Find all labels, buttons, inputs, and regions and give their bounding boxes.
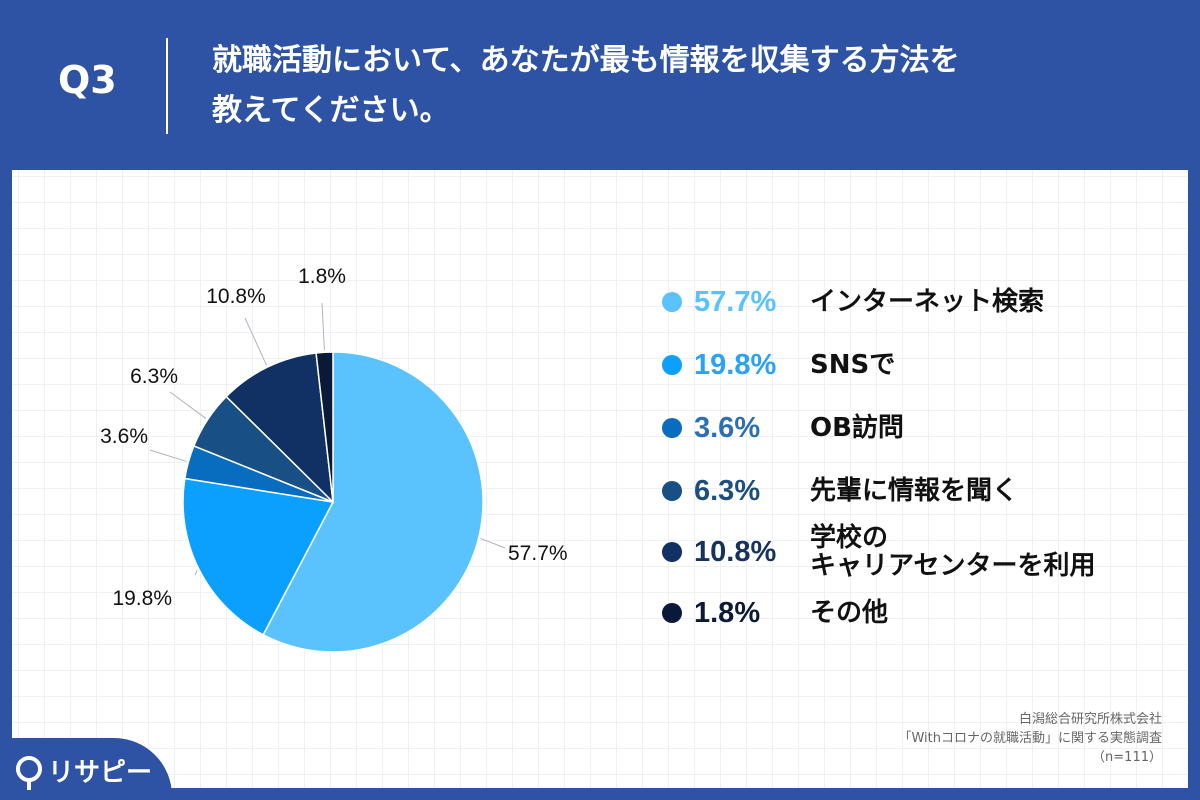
- pie-data-label: 57.7%: [508, 542, 568, 565]
- header-divider: [166, 38, 168, 134]
- legend-value: 19.8%: [694, 348, 777, 381]
- legend-swatch: [662, 355, 682, 375]
- leader-line: [480, 537, 506, 549]
- logo-text: リサピー: [48, 758, 153, 788]
- legend-item: 57.7% インターネット検索: [652, 270, 1152, 334]
- question-line-2: 教えてください。: [212, 93, 450, 128]
- legend-value: 3.6%: [694, 411, 761, 444]
- legend-value: 10.8%: [694, 535, 777, 568]
- header: Q3 就職活動において、あなたが最も情報を収集する方法を 教えてください。: [0, 0, 1200, 170]
- pie-slice: [225, 352, 334, 505]
- question-line-1: 就職活動において、あなたが最も情報を収集する方法を: [212, 43, 960, 78]
- legend-swatch: [662, 542, 682, 562]
- legend-item: 10.8% 学校の キャリアセンターを利用: [652, 520, 1152, 584]
- legend-value: 57.7%: [694, 285, 777, 318]
- legend-swatch: [662, 292, 682, 312]
- source-note: 白潟総合研究所株式会社 「Withコロナの就職活動」に関する実態調査 （n=11…: [662, 710, 1162, 767]
- legend-label: OB訪問: [810, 413, 904, 443]
- legend-label: その他: [810, 598, 889, 628]
- legend-swatch: [662, 603, 682, 623]
- pin-icon: [16, 756, 42, 790]
- legend-value: 1.8%: [694, 596, 761, 629]
- legend-item: 3.6% OB訪問: [652, 396, 1152, 460]
- legend-swatch: [662, 418, 682, 438]
- leader-line: [169, 391, 207, 419]
- sample-size: （n=111）: [1092, 750, 1162, 765]
- question-text: 就職活動において、あなたが最も情報を収集する方法を 教えてください。: [212, 36, 1162, 136]
- pie-data-label: 10.8%: [206, 285, 266, 308]
- legend-label: 先輩に情報を聞く: [810, 476, 1019, 506]
- legend-item: 19.8% SNSで: [652, 333, 1152, 397]
- legend-label: 学校の キャリアセンターを利用: [810, 523, 1096, 581]
- pie-data-label: 1.8%: [298, 265, 346, 288]
- source-survey: 「Withコロナの就職活動」に関する実態調査: [898, 731, 1162, 746]
- legend-item: 1.8% その他: [652, 581, 1152, 645]
- source-company: 白潟総合研究所株式会社: [1018, 712, 1162, 727]
- pie-slice: [182, 477, 335, 636]
- legend-swatch: [662, 481, 682, 501]
- legend-value: 6.3%: [694, 474, 761, 507]
- question-number: Q3: [58, 58, 117, 102]
- pie-data-label: 19.8%: [112, 587, 172, 610]
- leader-line: [244, 317, 268, 366]
- legend-label: SNSで: [810, 350, 896, 380]
- brand-logo: リサピー: [0, 738, 172, 800]
- leader-line: [194, 569, 198, 576]
- leader-line: [321, 302, 325, 351]
- pie-slice: [315, 351, 334, 503]
- pie-data-label: 6.3%: [130, 365, 178, 388]
- legend-item: 6.3% 先輩に情報を聞く: [652, 459, 1152, 523]
- leader-line: [149, 449, 187, 462]
- pie-data-label: 3.6%: [100, 425, 148, 448]
- pie-slice: [262, 351, 484, 653]
- legend-label: インターネット検索: [810, 287, 1045, 317]
